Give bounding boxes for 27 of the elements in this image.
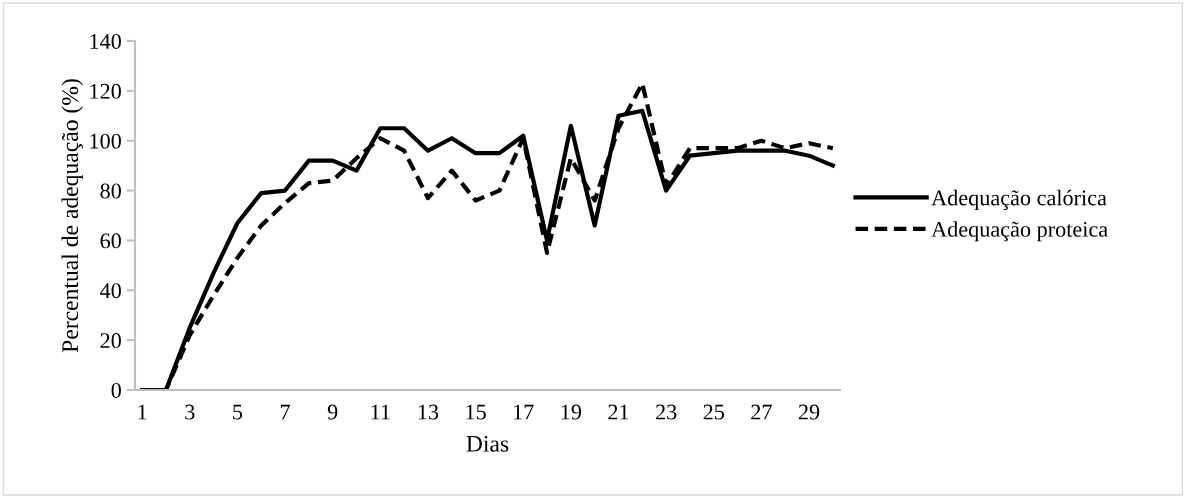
x-tick-label: 27: [751, 404, 772, 420]
y-axis-title: Percentual de adequação (%): [61, 79, 83, 353]
x-tick-label: 15: [466, 404, 486, 420]
x-tick-label: 9: [327, 404, 338, 420]
y-tick-label: 120: [90, 83, 121, 99]
x-tick-label: 23: [656, 404, 677, 420]
y-tick-label: 140: [90, 33, 121, 49]
y-tick-label: 80: [100, 183, 121, 199]
x-tick-label: 25: [703, 404, 725, 420]
x-tick-label: 3: [185, 404, 195, 420]
x-tick-label: 17: [514, 404, 534, 420]
x-tick-label: 19: [561, 404, 582, 420]
legend-label: Adequação calórica: [931, 189, 1107, 210]
x-tick-label: 29: [798, 404, 820, 420]
y-tick-label: 0: [111, 382, 121, 398]
x-tick-label: 13: [418, 404, 439, 420]
y-tick-label: 20: [100, 333, 121, 349]
x-tick-label: 21: [608, 404, 629, 420]
x-axis-title: Dias: [466, 435, 509, 452]
x-tick-label: 1: [138, 404, 147, 420]
x-tick-label: 5: [233, 404, 243, 420]
x-tick-label: 11: [371, 404, 390, 420]
legend-label: Adequação proteica: [931, 221, 1108, 242]
x-tick-label: 7: [280, 404, 290, 420]
y-tick-label: 60: [100, 233, 121, 249]
y-tick-label: 100: [90, 133, 121, 149]
y-tick-label: 40: [100, 283, 121, 299]
